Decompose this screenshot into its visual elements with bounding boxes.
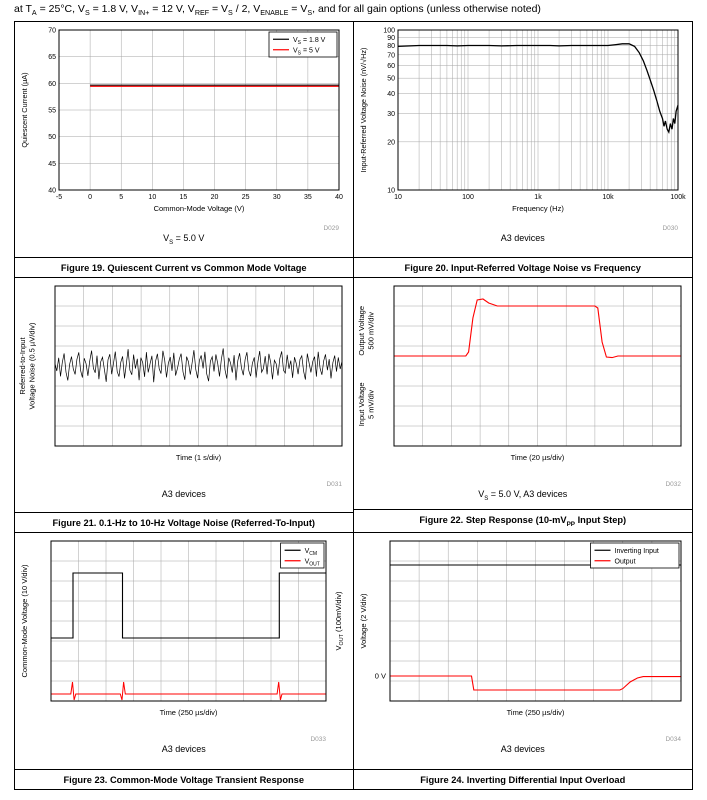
svg-text:40: 40 bbox=[387, 91, 395, 98]
svg-text:50: 50 bbox=[387, 76, 395, 83]
figure20-condition-caption: A3 devices bbox=[500, 233, 545, 243]
svg-text:Time (20 µs/div): Time (20 µs/div) bbox=[511, 453, 565, 462]
svg-text:500 mV/div: 500 mV/div bbox=[367, 311, 376, 349]
svg-text:VCM: VCM bbox=[305, 548, 317, 557]
svg-text:20: 20 bbox=[211, 194, 219, 201]
svg-text:35: 35 bbox=[304, 194, 312, 201]
svg-text:45: 45 bbox=[48, 161, 56, 168]
figure21-panel: Time (1 s/div) Referred-to-Input Voltage N… bbox=[15, 277, 354, 534]
svg-text:10: 10 bbox=[394, 194, 402, 201]
svg-text:55: 55 bbox=[48, 108, 56, 115]
figure23-panel: Time (250 µs/div) Common-Mode Voltage (10… bbox=[15, 533, 354, 789]
svg-text:D033: D033 bbox=[311, 736, 327, 743]
figure19-condition-caption: VS = 5.0 V bbox=[163, 233, 205, 246]
svg-text:Input-Referred Voltage Noise (: Input-Referred Voltage Noise (nV/√Hz) bbox=[359, 48, 368, 173]
svg-text:50: 50 bbox=[48, 134, 56, 141]
svg-text:Quiescent Current (µA): Quiescent Current (µA) bbox=[20, 72, 29, 147]
figure23-condition-caption: A3 devices bbox=[161, 744, 206, 755]
svg-text:Common-Mode Voltage (V): Common-Mode Voltage (V) bbox=[154, 204, 245, 213]
svg-text:5: 5 bbox=[120, 194, 124, 201]
figure21-title: Figure 21. 0.1-Hz to 10-Hz Voltage Noise… bbox=[15, 512, 353, 532]
svg-text:10: 10 bbox=[149, 194, 157, 201]
svg-text:60: 60 bbox=[387, 63, 395, 70]
svg-text:Voltage Noise (0.5 µV/div): Voltage Noise (0.5 µV/div) bbox=[28, 322, 37, 409]
figure21-chart: Time (1 s/div) Referred-to-Input Voltage N… bbox=[18, 285, 343, 488]
svg-text:25: 25 bbox=[242, 194, 250, 201]
svg-text:90: 90 bbox=[387, 35, 395, 42]
svg-text:Voltage (2 V/div): Voltage (2 V/div) bbox=[359, 593, 368, 649]
figure22-panel: Time (20 µs/div) Output Voltage 500 mV/div… bbox=[353, 278, 692, 534]
svg-text:15: 15 bbox=[180, 194, 188, 201]
svg-text:VS = 1.8 V: VS = 1.8 V bbox=[293, 37, 326, 46]
svg-text:VOUT (100mV/div): VOUT (100mV/div) bbox=[334, 591, 345, 650]
svg-text:VOUT: VOUT bbox=[305, 559, 320, 568]
figure20-chart: 10 100 1k 10k 100k102030405060708090100Frequ… bbox=[359, 28, 687, 233]
svg-text:D029: D029 bbox=[324, 225, 340, 232]
svg-text:30: 30 bbox=[387, 111, 395, 118]
figure20-panel: 10 100 1k 10k 100k 10 20 30 40 50 60 70 80 90 100 Frequ… bbox=[353, 22, 692, 278]
figure24-condition-caption: A3 devices bbox=[500, 744, 545, 755]
svg-text:100: 100 bbox=[384, 28, 396, 35]
svg-text:10k: 10k bbox=[603, 194, 615, 201]
figure22-condition-caption: VS = 5.0 V, A3 devices bbox=[478, 488, 568, 502]
svg-text:VS = 5 V: VS = 5 V bbox=[293, 47, 320, 56]
svg-text:D030: D030 bbox=[663, 225, 679, 232]
svg-text:65: 65 bbox=[48, 54, 56, 61]
svg-text:10: 10 bbox=[387, 188, 395, 195]
svg-text:Common-Mode Voltage (10 V/div): Common-Mode Voltage (10 V/div) bbox=[20, 564, 29, 677]
test-conditions-header: at TA = 25°C, VS = 1.8 V, VIN+ = 12 V, V… bbox=[14, 3, 541, 18]
figure21-condition-caption: A3 devices bbox=[161, 488, 206, 499]
figure19-panel: -5 0 5 10 15 20 25 30 35 40 40 45 50 55 60 65 70 Common-M… bbox=[15, 22, 354, 278]
figure20-title: Figure 20. Input-Referred Voltage Noise … bbox=[353, 256, 692, 277]
figure-grid: -5 0 5 10 15 20 25 30 35 40 40 45 50 55 60 65 70 Common-M… bbox=[14, 21, 693, 790]
svg-text:D032: D032 bbox=[666, 481, 682, 488]
svg-text:1k: 1k bbox=[535, 194, 543, 201]
figure22-chart: Time (20 µs/div) Output Voltage 500 mV/div… bbox=[357, 285, 682, 488]
figure24-chart: Time (250 µs/div) Voltage (2 V/div) 0 V Inv… bbox=[359, 540, 682, 743]
svg-text:60: 60 bbox=[48, 81, 56, 88]
svg-text:D034: D034 bbox=[666, 736, 682, 743]
svg-text:Time (250 µs/div): Time (250 µs/div) bbox=[160, 708, 218, 717]
svg-text:40: 40 bbox=[335, 194, 343, 201]
svg-text:Input Voltage: Input Voltage bbox=[357, 382, 366, 426]
svg-text:30: 30 bbox=[273, 194, 281, 201]
svg-text:5 mV/div: 5 mV/div bbox=[367, 389, 376, 418]
svg-text:100k: 100k bbox=[671, 194, 687, 201]
svg-text:Frequency (Hz): Frequency (Hz) bbox=[512, 204, 564, 213]
svg-text:Output Voltage: Output Voltage bbox=[357, 306, 366, 356]
figure24-panel: Time (250 µs/div) Voltage (2 V/div) 0 V Inv… bbox=[353, 533, 692, 789]
svg-text:Referred-to-Input: Referred-to-Input bbox=[18, 336, 27, 394]
figure19-title: Figure 19. Quiescent Current vs Common M… bbox=[15, 256, 353, 277]
svg-text:70: 70 bbox=[387, 52, 395, 59]
svg-text:Inverting Input: Inverting Input bbox=[615, 548, 659, 555]
svg-text:0: 0 bbox=[88, 194, 92, 201]
svg-text:-5: -5 bbox=[56, 194, 62, 201]
svg-text:20: 20 bbox=[387, 139, 395, 146]
svg-text:70: 70 bbox=[48, 28, 56, 35]
svg-text:Time (250 µs/div): Time (250 µs/div) bbox=[507, 708, 565, 717]
svg-text:Output: Output bbox=[615, 559, 636, 566]
svg-text:0 V: 0 V bbox=[375, 672, 386, 681]
figure23-chart: Time (250 µs/div) Common-Mode Voltage (10… bbox=[20, 540, 345, 743]
figure22-title: Figure 22. Step Response (10-mVPP Input … bbox=[353, 509, 692, 532]
figure23-title: Figure 23. Common-Mode Voltage Transient… bbox=[15, 769, 353, 789]
svg-text:40: 40 bbox=[48, 188, 56, 195]
svg-text:80: 80 bbox=[387, 43, 395, 50]
figure24-title: Figure 24. Inverting Differential Input … bbox=[353, 769, 692, 789]
svg-text:D031: D031 bbox=[327, 481, 343, 488]
figure19-chart: -5 0 5 10 15 20 25 30 35 40 40 45 50 55 60 65 70 Common-M… bbox=[20, 28, 343, 233]
svg-text:100: 100 bbox=[462, 194, 474, 201]
svg-text:Time (1 s/div): Time (1 s/div) bbox=[176, 453, 222, 462]
